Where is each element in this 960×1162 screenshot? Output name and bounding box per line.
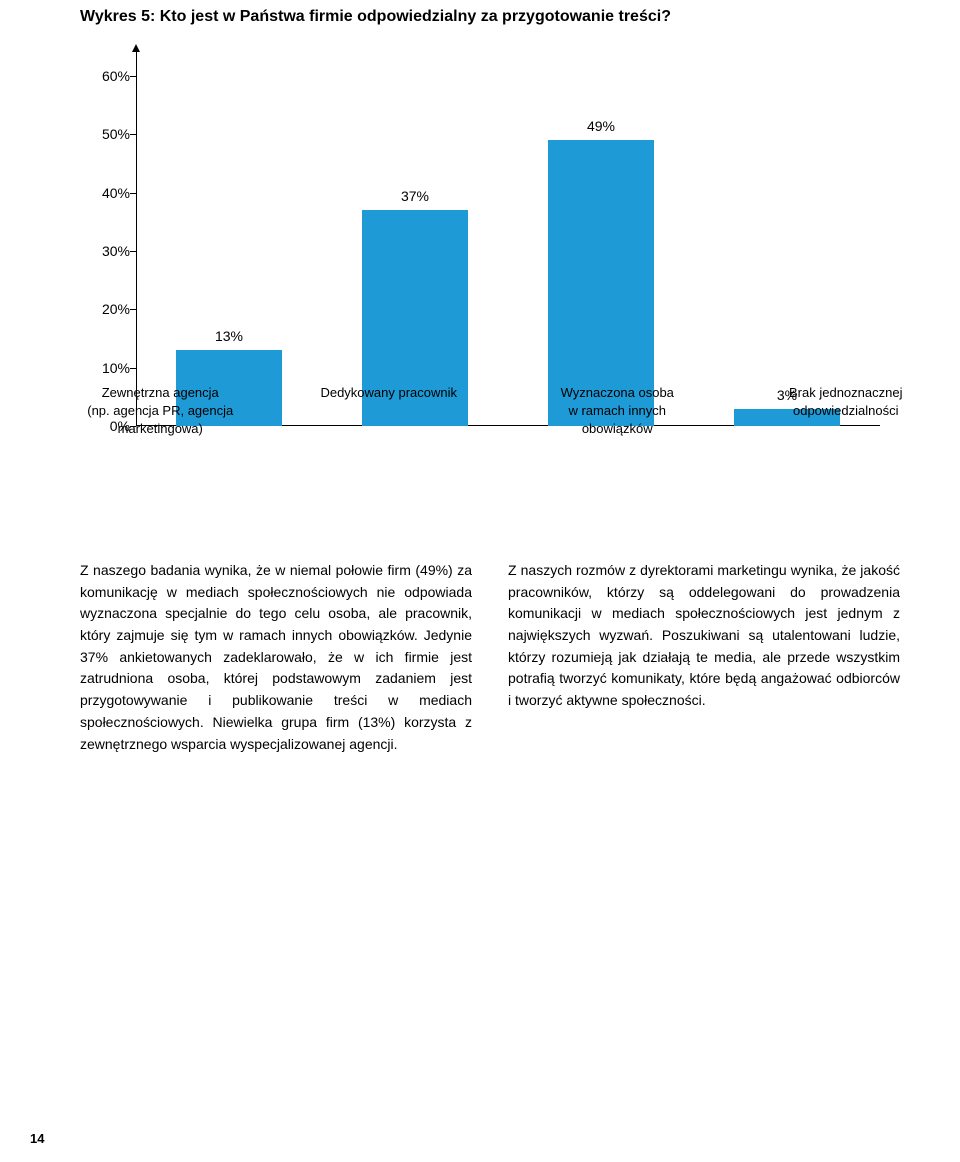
y-tick-label: 60% xyxy=(90,68,130,84)
bar-slot: 49% xyxy=(508,76,694,426)
y-tick-label: 10% xyxy=(90,360,130,376)
bar-value-label: 49% xyxy=(587,118,615,134)
bar-slot: 37% xyxy=(322,76,508,426)
y-tick-label: 50% xyxy=(90,126,130,142)
chart-title: Wykres 5: Kto jest w Państwa firmie odpo… xyxy=(80,0,900,26)
bar-slot: 13% xyxy=(136,76,322,426)
bar-value-label: 13% xyxy=(215,328,243,344)
bar-slot: 3% xyxy=(694,76,880,426)
y-tick-label: 20% xyxy=(90,301,130,317)
page-number: 14 xyxy=(30,1131,44,1146)
bar-value-label: 37% xyxy=(401,188,429,204)
chart-container: 0%10%20%30%40%50%60% 13%37%49%3% Zewnętr… xyxy=(90,50,880,450)
y-tick-label: 30% xyxy=(90,243,130,259)
y-tick-label: 40% xyxy=(90,185,130,201)
category-label: Wyznaczona osobaw ramach innychobowiązkó… xyxy=(503,384,732,439)
category-label: Dedykowany pracownik xyxy=(275,384,504,439)
prose-right: Z naszych rozmów z dyrektorami marketing… xyxy=(508,560,900,755)
category-label: Brak jednoznacznejodpowiedzialności xyxy=(732,384,960,439)
prose-columns: Z naszego badania wynika, że w niemal po… xyxy=(80,560,900,755)
category-label: Zewnętrzna agencja(np. agencja PR, agenc… xyxy=(46,384,275,439)
prose-left: Z naszego badania wynika, że w niemal po… xyxy=(80,560,472,755)
